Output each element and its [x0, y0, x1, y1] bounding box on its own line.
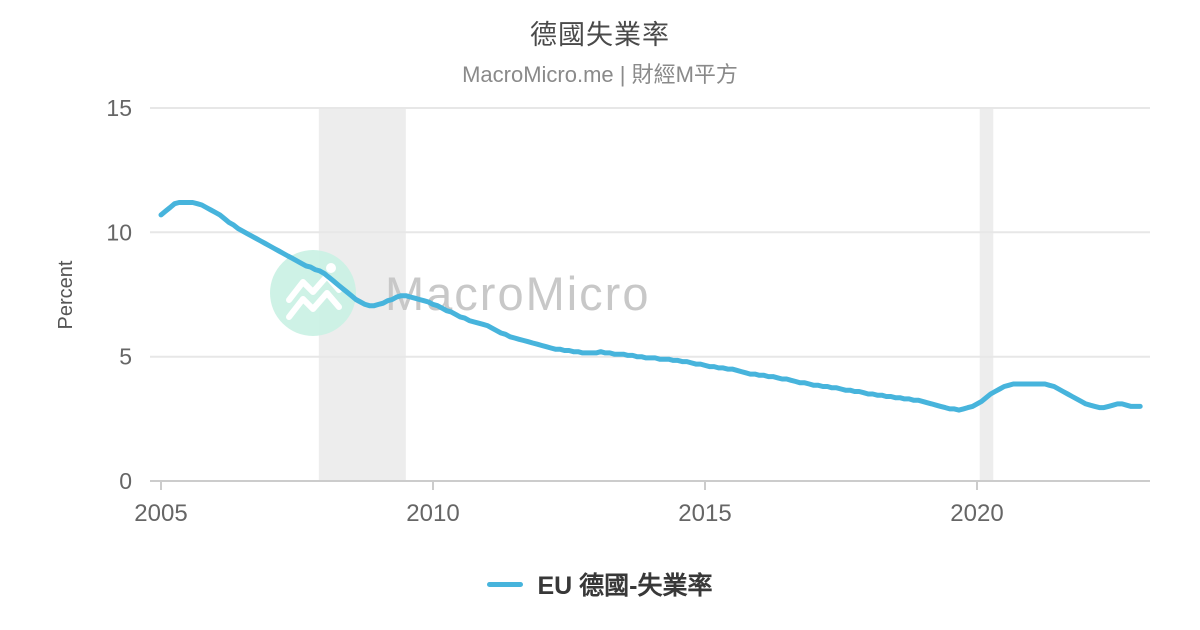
- series-line-eu-germany-unemployment: [158, 200, 1143, 413]
- y-tick-label: 15: [106, 95, 132, 121]
- watermark-brand-text: MacroMicro: [385, 267, 650, 320]
- mountain-peaks-icon: [286, 290, 342, 320]
- page-title: 德國失業率: [530, 20, 670, 50]
- x-tick-label: 2015: [678, 500, 731, 527]
- legend-label: EU 德國-失業率: [537, 572, 713, 600]
- y-axis-title: Percent: [55, 260, 77, 329]
- legend-line-swatch: [487, 581, 524, 587]
- tick-labels: 2005 2010 2015 2020 0 5 10 15: [106, 95, 1003, 527]
- watermark-logo-dot: [326, 263, 336, 273]
- x-tick-label: 2010: [406, 500, 459, 527]
- x-axis: [150, 480, 1150, 490]
- y-tick-label: 0: [119, 468, 132, 494]
- y-tick-label: 10: [106, 219, 132, 245]
- recession-band: [979, 108, 994, 481]
- y-tick-label: 5: [119, 344, 132, 370]
- legend: EU 德國-失業率: [0, 566, 1200, 602]
- watermark: MacroMicro: [270, 250, 650, 336]
- x-tick-label: 2020: [950, 500, 1003, 527]
- page-subtitle: MacroMicro.me | 財經M平方: [462, 62, 738, 87]
- x-tick-label: 2005: [134, 500, 187, 527]
